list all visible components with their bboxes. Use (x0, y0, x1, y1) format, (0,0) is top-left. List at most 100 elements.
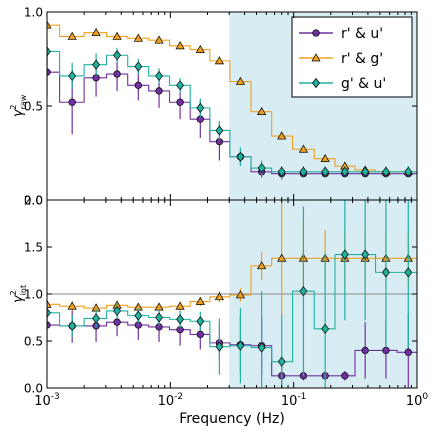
top-point-gu (47, 46, 51, 57)
bottom-panel-intrinsic-coherence: 0.0 0.5 1.0 1.5 2.0 γ2int (9, 194, 418, 396)
legend-label-rg: r' & g' (341, 51, 383, 67)
x-axis-ticks: 10-3 10-2 10-1 100 (34, 12, 428, 409)
top-point-gu (176, 80, 185, 91)
top-y-axis-symbol: γ (11, 108, 26, 117)
bottom-point-rg (47, 299, 52, 308)
bottom-y-ticks: 0.0 0.5 1.0 1.5 2.0 (24, 194, 417, 396)
top-point-ru (155, 87, 163, 95)
bottom-point-ru (113, 318, 121, 326)
top-point-rg (195, 44, 205, 53)
top-point-rg (154, 35, 164, 44)
top-point-gu (134, 61, 143, 72)
bottom-y-tick-label: 1.5 (24, 241, 43, 255)
bottom-point-gu (277, 356, 286, 367)
legend-item-rg: r' & g' (299, 51, 383, 67)
top-point-gu (381, 166, 390, 177)
top-y-ticks: 0.0 0.5 1.0 (24, 6, 417, 208)
x-tick-label: 10-1 (281, 392, 307, 409)
bottom-point-gu (215, 341, 224, 352)
bottom-point-ru (341, 372, 349, 380)
top-point-gu (113, 50, 122, 61)
bottom-point-gu (321, 323, 330, 334)
bottom-point-gu (299, 286, 308, 297)
bottom-y-axis-label: γ2int (9, 285, 28, 303)
bottom-point-gu (236, 340, 245, 351)
top-point-rg (175, 41, 185, 50)
bottom-y-axis-sup: 2 (9, 290, 18, 295)
bottom-step-line-rg (47, 257, 417, 309)
top-point-gu (404, 166, 413, 177)
bottom-point-rg (257, 261, 267, 270)
top-point-gu (215, 125, 224, 136)
top-point-rg (67, 31, 77, 40)
bottom-point-rg (277, 253, 287, 262)
bottom-point-rg (67, 301, 77, 310)
bottom-point-rg (235, 290, 246, 299)
top-point-gu (277, 166, 286, 177)
top-y-axis-sub: raw (19, 94, 28, 109)
top-point-gu (257, 162, 266, 174)
x-tick-label: 10-3 (34, 392, 60, 409)
bottom-point-gu (361, 249, 370, 260)
bottom-y-tick-label: 1.0 (24, 288, 43, 302)
top-y-tick-label: 0.5 (24, 100, 43, 114)
bottom-point-gu (155, 312, 163, 323)
bottom-point-ru (196, 330, 204, 339)
legend-marker-gu (312, 77, 320, 89)
top-point-gu (321, 166, 330, 177)
bottom-y-tick-label: 0.5 (24, 335, 43, 349)
bottom-point-gu (257, 342, 266, 353)
x-axis-label: Frequency (Hz) (179, 411, 285, 427)
top-point-rg (214, 56, 225, 65)
top-y-axis-label: γ2raw (9, 94, 28, 117)
bottom-y-tick-label: 0.0 (24, 382, 43, 396)
top-point-rg (91, 27, 101, 37)
top-y-tick-label: 0.0 (24, 194, 43, 208)
bottom-point-gu (68, 320, 77, 332)
top-point-ru (134, 81, 142, 89)
bottom-point-ru (404, 348, 412, 356)
x-tick-label: 10-2 (158, 392, 184, 409)
top-point-gu (236, 151, 245, 162)
top-point-rg (112, 31, 122, 40)
legend-item-ru: r' & u' (299, 26, 383, 42)
top-point-gu (68, 70, 77, 81)
top-point-ru (68, 98, 76, 106)
top-point-gu (361, 166, 370, 177)
top-step-line-rg (47, 24, 417, 173)
bottom-plot-series (47, 200, 417, 388)
bottom-point-gu (196, 316, 205, 327)
top-panel-raw-coherence: 0.0 0.5 1.0 γ2raw r' & u' r' & g' g' & u' (9, 6, 418, 208)
bottom-point-gu (340, 249, 349, 260)
legend: r' & u' r' & g' g' & u' (291, 16, 413, 98)
bottom-point-ru (361, 346, 369, 355)
bottom-point-rg (175, 301, 185, 310)
top-y-tick-label: 1.0 (24, 6, 43, 20)
top-point-gu (155, 70, 163, 81)
bottom-point-ru (382, 346, 390, 355)
top-point-rg (257, 106, 267, 115)
bottom-point-rg (195, 296, 205, 305)
bottom-point-gu (381, 267, 390, 278)
top-y-axis-sup: 2 (9, 104, 18, 109)
x-tick-label: 100 (406, 392, 429, 409)
bottom-point-gu (113, 305, 122, 316)
bottom-y-axis-sub: int (19, 285, 28, 295)
top-point-ru (113, 70, 121, 78)
top-point-rg (320, 153, 330, 162)
bottom-point-gu (176, 314, 185, 325)
top-point-rg (133, 33, 143, 42)
top-point-rg (235, 76, 246, 85)
bottom-point-gu (47, 307, 51, 318)
legend-marker-rg (311, 53, 321, 62)
top-point-ru (176, 98, 184, 106)
legend-marker-ru (312, 29, 320, 37)
top-point-rg (298, 144, 309, 153)
bottom-y-tick-label: 2.0 (24, 194, 43, 208)
bottom-point-gu (404, 267, 413, 278)
top-point-gu (299, 166, 308, 177)
bottom-point-rg (214, 292, 225, 301)
legend-label-gu: g' & u' (341, 76, 386, 92)
top-point-gu (196, 102, 205, 113)
